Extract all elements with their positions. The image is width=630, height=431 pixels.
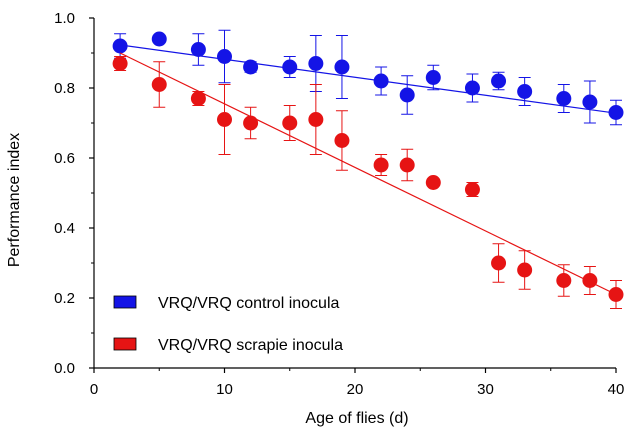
- data-point: [334, 59, 350, 75]
- data-point: [282, 59, 298, 75]
- y-tick-label: 0.6: [54, 150, 75, 167]
- y-axis-ticks: 0.0 0.2 0.4 0.6 0.8 1.0: [54, 10, 94, 377]
- series-control: [112, 29, 624, 126]
- data-point: [217, 112, 232, 127]
- data-point: [243, 59, 259, 75]
- data-point: [112, 56, 128, 71]
- data-point: [243, 115, 259, 131]
- data-point: [190, 42, 206, 57]
- data-point: [425, 70, 441, 85]
- legend-label: VRQ/VRQ scrapie inocula: [158, 337, 343, 354]
- data-point: [517, 262, 533, 278]
- data-point: [582, 94, 598, 110]
- data-point: [334, 133, 350, 148]
- data-point: [112, 38, 128, 54]
- data-point: [425, 175, 441, 190]
- data-point: [151, 31, 167, 47]
- data-point: [582, 273, 598, 288]
- plot-area: [112, 29, 624, 309]
- data-point: [399, 87, 415, 103]
- legend-swatch: [113, 295, 137, 309]
- y-tick-label: 1.0: [54, 10, 75, 27]
- trend-line: [120, 44, 617, 114]
- data-point: [217, 49, 232, 64]
- data-point: [464, 182, 480, 197]
- x-tick-label: 40: [608, 381, 625, 398]
- x-tick-label: 0: [90, 381, 98, 398]
- y-tick-label: 0.0: [54, 360, 75, 377]
- series-scrapie: [112, 52, 624, 309]
- data-point: [464, 80, 480, 96]
- data-point: [373, 73, 389, 89]
- y-axis-title: Performance index: [6, 133, 23, 267]
- data-point: [308, 112, 324, 127]
- data-point: [556, 91, 572, 106]
- data-point: [282, 115, 298, 131]
- legend: VRQ/VRQ control inocula VRQ/VRQ scrapie i…: [113, 295, 343, 354]
- data-point: [308, 56, 324, 71]
- data-point: [556, 273, 572, 288]
- axes: 0 10 20 30 40 0.0 0.2 0.4 0.6 0.8 1.0: [54, 10, 624, 398]
- data-point: [399, 157, 415, 173]
- legend-label: VRQ/VRQ control inocula: [158, 295, 340, 312]
- data-point: [491, 73, 507, 89]
- data-point: [373, 157, 389, 173]
- y-tick-label: 0.4: [54, 220, 75, 237]
- x-tick-label: 30: [477, 381, 494, 398]
- data-point: [517, 84, 533, 99]
- x-tick-label: 20: [347, 381, 364, 398]
- data-point: [608, 105, 624, 120]
- x-axis-ticks: 0 10 20 30 40: [90, 368, 625, 398]
- data-point: [190, 91, 206, 106]
- y-tick-label: 0.2: [54, 290, 75, 307]
- x-tick-label: 10: [216, 381, 233, 398]
- trend-line: [119, 52, 617, 296]
- legend-swatch: [113, 337, 137, 351]
- y-tick-label: 0.8: [54, 80, 75, 97]
- data-point: [608, 287, 624, 302]
- data-point: [491, 255, 507, 271]
- x-axis-title: Age of flies (d): [305, 410, 408, 427]
- data-point: [151, 77, 167, 92]
